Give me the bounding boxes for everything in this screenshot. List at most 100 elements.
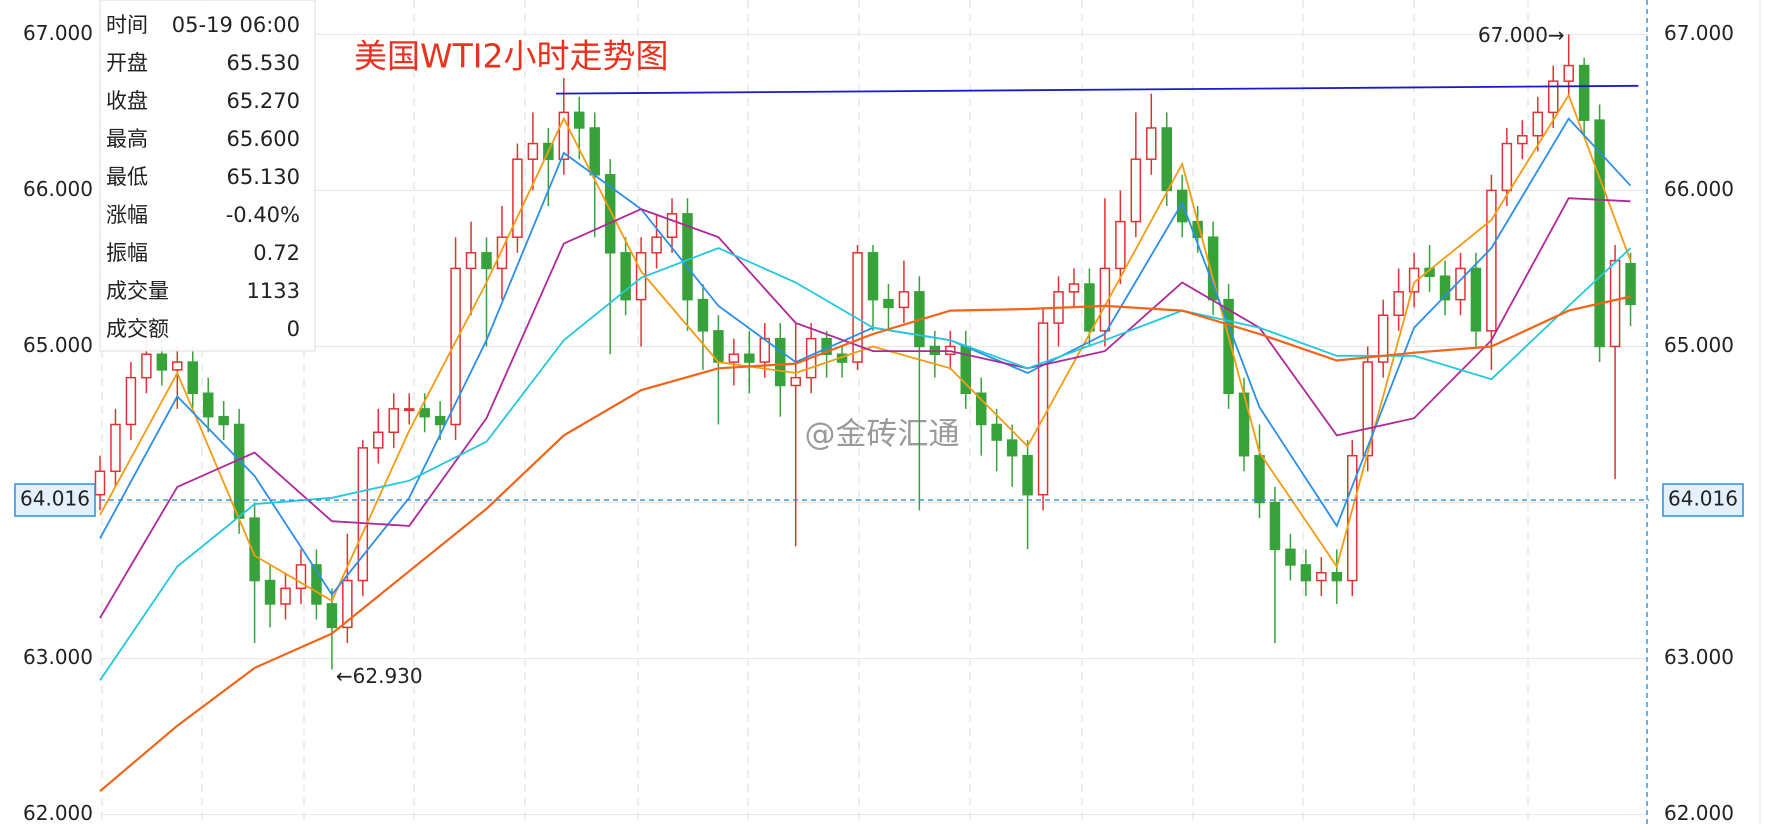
watermark: @金砖汇通 [805,417,960,453]
y2-tick-label: 62.000 [1664,801,1734,824]
candle-body [202,392,214,418]
candle-body [744,353,755,363]
info-value: 0 [287,317,300,341]
candle-body [1285,548,1296,566]
price-tag-label: 64.016 [20,487,90,511]
candle-body [1161,127,1172,192]
candle-body [496,236,508,270]
info-value: 05-19 06:00 [172,13,300,37]
candle-body [1393,291,1404,316]
candle-body [697,298,709,332]
candle-body [1625,262,1636,306]
candle-body [1424,267,1435,277]
candle-body [1068,283,1080,293]
candle-body [434,415,446,426]
candle-body [94,470,106,496]
candle-body [1486,189,1497,332]
info-panel-bg [99,0,316,352]
candle-body [666,213,678,238]
info-label: 涨幅 [106,203,148,227]
candle-body [1439,275,1451,301]
info-value: 65.530 [227,51,300,75]
candle-body [1470,267,1482,332]
info-label: 振幅 [106,241,148,265]
candle-body [774,337,786,387]
chart-title: 美国WTI2小时走势图 [354,37,669,76]
candle-body [867,252,879,301]
candle-body [512,158,523,238]
candle-body [264,579,276,605]
candle-body [172,361,183,371]
candle-body [481,252,492,270]
y2-tick-label: 67.000 [1664,21,1734,45]
candle-body [388,408,399,434]
info-panel: 时间 05-19 06:00 开盘 65.530 收盘 65.270 最高 65.600 最低 6… [99,0,316,352]
y-tick-label: 67.000 [23,21,93,45]
info-label: 时间 [106,13,148,37]
candle-body [326,603,338,629]
candle-body [419,408,430,418]
candle-body [280,587,291,605]
candle-body [1037,322,1049,496]
info-value: 65.600 [227,127,300,151]
candle-body [1223,298,1234,395]
candle-body [1347,454,1358,582]
candle-body [1377,314,1389,363]
y-tick-label: 63.000 [23,645,93,669]
ma-line [99,197,1631,619]
candle-body [1408,267,1420,293]
candle-body [218,415,229,426]
price-tag [14,483,96,517]
candle-body [574,111,585,129]
candle-body [1594,119,1605,348]
y-tick-label: 65.000 [23,333,93,357]
candle-body [156,353,168,371]
candle-body [342,579,353,629]
candle-body [1176,189,1188,223]
candle-body [311,564,322,605]
candle-body [125,376,137,426]
candle-body [1609,259,1621,348]
candle-body [141,353,152,379]
candle-body [373,431,384,449]
y-tick-label: 62.000 [23,801,93,824]
info-value: -0.40% [226,203,300,227]
info-label: 成交量 [106,279,169,303]
candle-body [1300,564,1312,582]
candle-body [898,291,910,309]
candle-body [975,392,987,426]
candle-body [1146,127,1157,160]
candle-body [1006,439,1018,457]
y2-tick-label: 66.000 [1664,177,1734,201]
candle-body [1578,64,1590,121]
info-label: 最低 [106,165,148,189]
candle-body [295,564,307,590]
candle-body [604,174,616,254]
ma-line [99,93,1632,603]
candle-body [1254,454,1265,504]
candle-body [790,376,801,387]
candle-body [558,111,570,160]
candle-body [1099,267,1111,332]
candle-body [1316,571,1327,582]
candle-body [1115,220,1126,270]
candle-body [852,252,863,363]
candle-body [728,353,740,363]
annotation: ←62.930 [336,664,423,688]
candle-body [1269,501,1281,551]
y-tick-label: 66.000 [23,177,93,201]
candle-body [465,252,477,270]
candle-body [1238,392,1250,457]
candle-body [682,213,693,301]
ma-line [99,295,1631,793]
candle-body [1130,158,1142,223]
candle-body [589,127,600,176]
candle-body [403,408,415,412]
candle-body [187,361,199,395]
annotation: 67.000→ [1478,23,1565,47]
candle-body [1563,64,1574,82]
candle-body [1501,142,1513,192]
candle-body [1022,454,1033,496]
candle-body [1331,571,1343,582]
